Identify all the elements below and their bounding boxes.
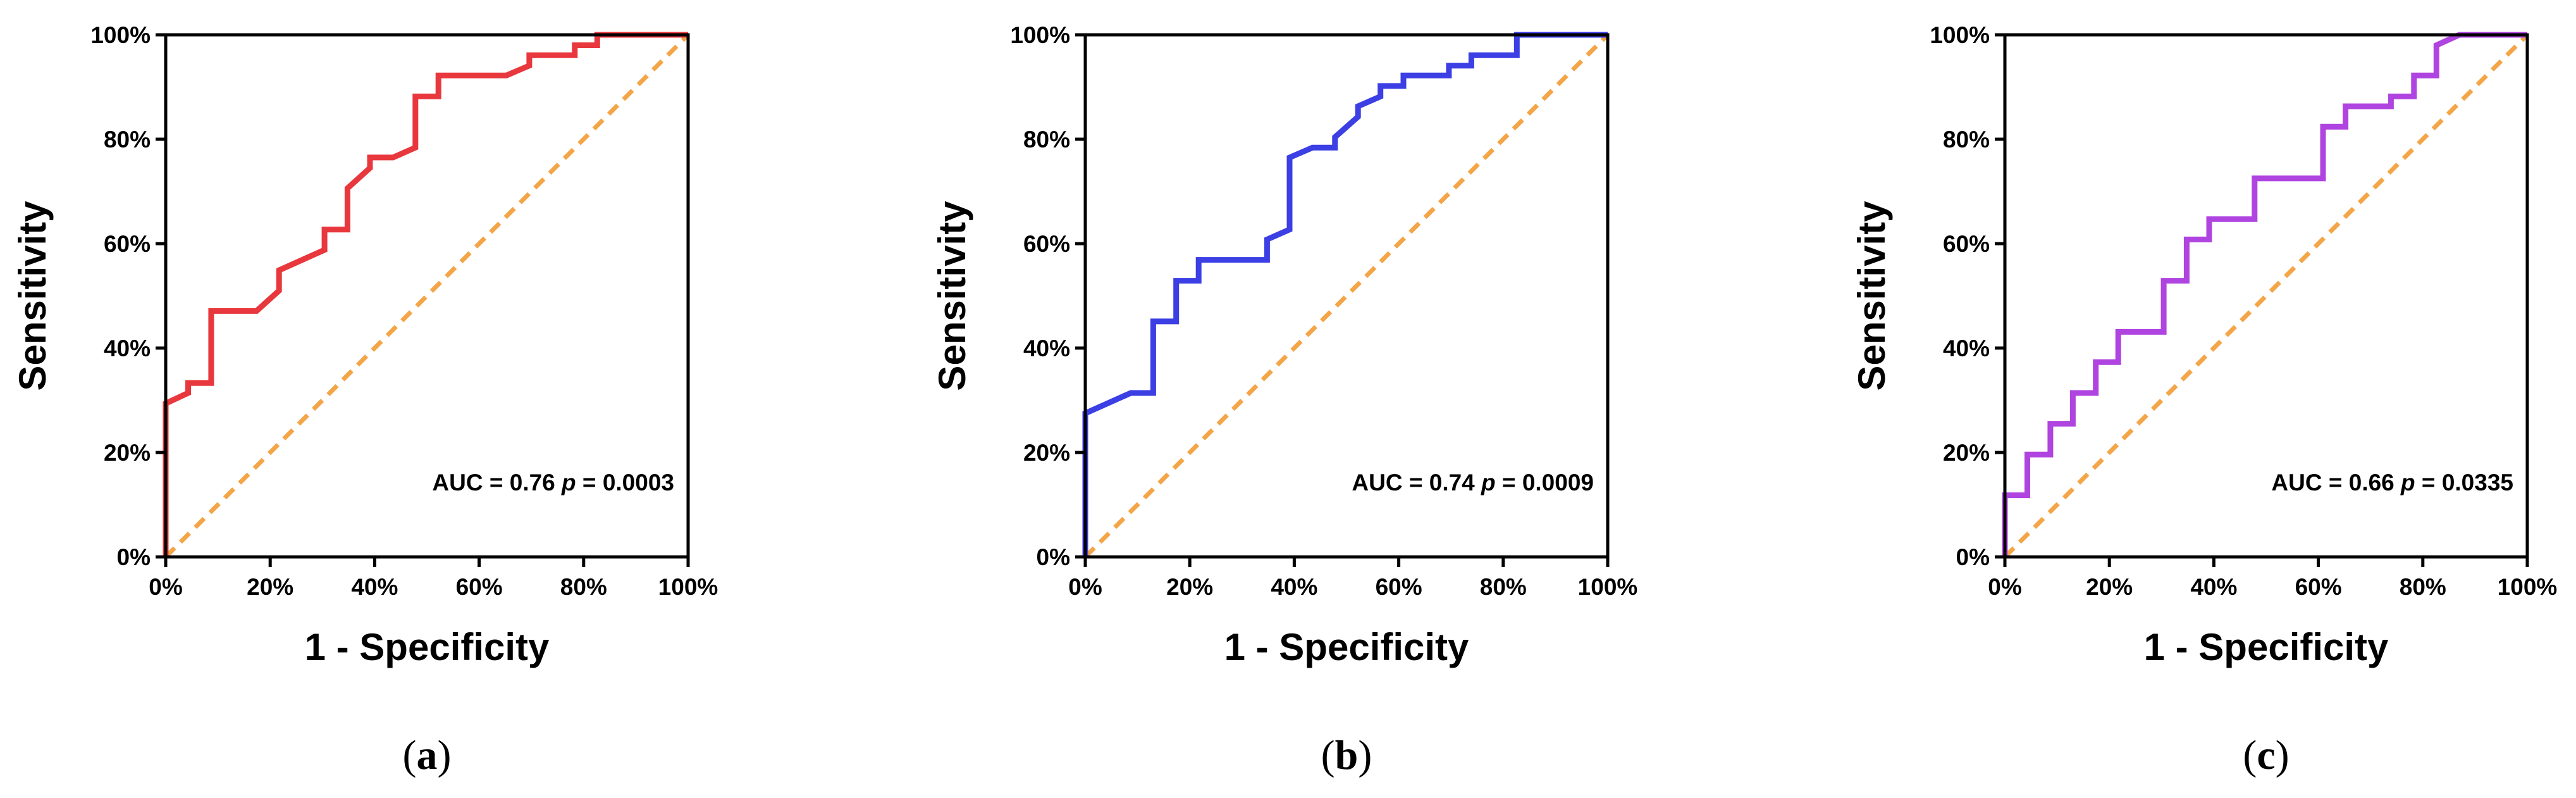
- plot-frame: [164, 33, 690, 559]
- auc-annotation: AUC = 0.76 p = 0.0003: [432, 470, 674, 496]
- x-tick-label: 80%: [2400, 574, 2446, 600]
- roc-panel-c: 0% 0% 20% 20% 40% 40% 60% 60% 80% 80% 100% 100% 1 - …: [1851, 22, 2557, 778]
- y-tick-label: 20%: [104, 440, 151, 466]
- y-tick-label: 40%: [1023, 335, 1070, 361]
- roc-curve: [2002, 32, 2527, 557]
- roc-curve: [1082, 32, 1608, 557]
- y-tick-label: 100%: [90, 22, 151, 48]
- x-tick-label: 100%: [2498, 574, 2558, 600]
- panel-caption: (a): [403, 732, 452, 778]
- x-axis-title: 1 - Specificity: [1224, 626, 1469, 668]
- x-tick-label: 0%: [149, 574, 182, 600]
- reference-line: [164, 33, 690, 559]
- auc-value: AUC = 0.74: [1352, 470, 1481, 496]
- x-tick-label: 60%: [1376, 574, 1422, 600]
- y-axis-title: Sensitivity: [931, 201, 973, 391]
- x-axis-title: 1 - Specificity: [305, 626, 550, 668]
- x-tick-label: 60%: [456, 574, 503, 600]
- auc-annotation: AUC = 0.74 p = 0.0009: [1352, 470, 1594, 496]
- x-tick-label: 100%: [1578, 574, 1638, 600]
- x-tick-label: 80%: [1480, 574, 1527, 600]
- y-tick-label: 80%: [104, 127, 151, 153]
- p-value: = 0.0003: [576, 470, 674, 496]
- x-tick-label: 40%: [351, 574, 398, 600]
- y-axis-title: Sensitivity: [11, 201, 54, 391]
- y-tick-label: 60%: [1023, 231, 1070, 257]
- x-tick-label: 60%: [2295, 574, 2342, 600]
- p-value: = 0.0009: [1496, 470, 1594, 496]
- y-tick-label: 80%: [1943, 127, 1990, 153]
- reference-line: [1083, 33, 1610, 559]
- y-tick-label: 40%: [1943, 335, 1990, 361]
- p-label: p: [561, 470, 576, 496]
- auc-annotation: AUC = 0.66 p = 0.0335: [2271, 470, 2513, 496]
- roc-panel-b: 0% 0% 20% 20% 40% 40% 60% 60% 80% 80% 100% 100% 1 - …: [931, 22, 1637, 778]
- y-tick-label: 80%: [1023, 127, 1070, 153]
- y-tick-label: 100%: [1010, 22, 1070, 48]
- y-tick-label: 20%: [1943, 440, 1990, 466]
- p-label: p: [2400, 470, 2415, 496]
- x-tick-label: 20%: [247, 574, 293, 600]
- roc-panel-a: 0% 0% 20% 20% 40% 40% 60% 60% 80% 80% 100% 100% 1 - …: [11, 22, 718, 778]
- p-label: p: [1481, 470, 1496, 496]
- y-tick-label: 60%: [1943, 231, 1990, 257]
- roc-curve: [163, 32, 688, 557]
- x-tick-label: 80%: [560, 574, 607, 600]
- auc-value: AUC = 0.66: [2271, 470, 2401, 496]
- y-tick-label: 40%: [104, 335, 151, 361]
- x-tick-label: 0%: [1988, 574, 2021, 600]
- x-tick-label: 40%: [1271, 574, 1317, 600]
- y-tick-label: 0%: [1956, 544, 1990, 570]
- y-tick-label: 0%: [1037, 544, 1070, 570]
- panel-caption: (c): [2243, 732, 2289, 778]
- y-axis-title: Sensitivity: [1851, 201, 1893, 391]
- y-tick-label: 60%: [104, 231, 151, 257]
- x-tick-label: 20%: [1166, 574, 1213, 600]
- y-tick-label: 20%: [1023, 440, 1070, 466]
- plot-frame: [2003, 33, 2529, 559]
- y-tick-label: 100%: [1930, 22, 1990, 48]
- p-value: = 0.0335: [2415, 470, 2513, 496]
- reference-line: [2003, 33, 2529, 559]
- x-tick-label: 40%: [2190, 574, 2237, 600]
- x-axis-title: 1 - Specificity: [2144, 626, 2389, 668]
- x-tick-label: 20%: [2086, 574, 2133, 600]
- auc-value: AUC = 0.76: [432, 470, 562, 496]
- plot-frame: [1083, 33, 1610, 559]
- panel-caption: (b): [1321, 732, 1372, 778]
- y-tick-label: 0%: [117, 544, 151, 570]
- x-tick-label: 100%: [658, 574, 718, 600]
- x-tick-label: 0%: [1068, 574, 1102, 600]
